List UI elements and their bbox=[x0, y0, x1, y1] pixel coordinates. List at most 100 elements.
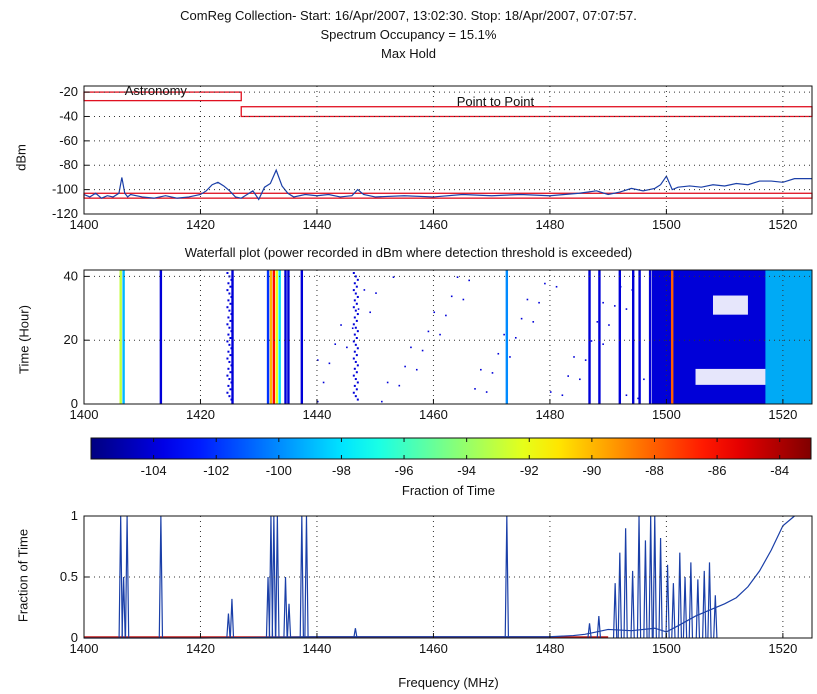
y-tick-label: 40 bbox=[64, 268, 78, 283]
waterfall-point bbox=[573, 356, 575, 358]
waterfall-point bbox=[456, 276, 459, 278]
y-tick-label: 1 bbox=[71, 508, 78, 523]
occupancy-spike bbox=[665, 564, 670, 639]
waterfall-point bbox=[228, 360, 231, 363]
occupancy-spike bbox=[286, 603, 292, 639]
y-tick-label: 20 bbox=[64, 332, 78, 347]
waterfall-point bbox=[356, 347, 359, 350]
waterfall-point bbox=[450, 295, 453, 298]
waterfall-point bbox=[355, 337, 358, 339]
colorbar-tick-label: -94 bbox=[457, 463, 476, 478]
waterfall-point bbox=[514, 337, 517, 339]
waterfall-point bbox=[555, 285, 558, 288]
waterfall-point bbox=[509, 356, 511, 358]
waterfall-point bbox=[590, 340, 593, 342]
waterfall-point bbox=[354, 309, 357, 312]
occupancy-spike bbox=[275, 515, 280, 639]
waterfall-point bbox=[352, 323, 355, 326]
waterfall-point bbox=[353, 316, 356, 319]
waterfall-point bbox=[226, 357, 229, 360]
waterfall-point bbox=[549, 391, 552, 393]
waterfall-point bbox=[353, 333, 356, 336]
waterfall-point bbox=[392, 276, 395, 278]
waterfall-point bbox=[421, 349, 424, 352]
y-tick-label: -20 bbox=[59, 84, 78, 99]
y-tick-label: 0.5 bbox=[60, 569, 78, 584]
occupancy-spike bbox=[504, 515, 510, 639]
y-tick-label: -80 bbox=[59, 157, 78, 172]
occupancy-spike bbox=[713, 595, 718, 639]
band-annotation: Astronomy bbox=[125, 83, 188, 98]
waterfall-point bbox=[427, 330, 430, 333]
waterfall-point bbox=[316, 359, 319, 361]
waterfall-gap bbox=[695, 368, 766, 385]
waterfall-point bbox=[351, 327, 354, 330]
waterfall-point bbox=[410, 346, 412, 349]
x-tick-label: 1400 bbox=[70, 641, 99, 656]
waterfall-point bbox=[227, 282, 230, 285]
waterfall-point bbox=[226, 374, 229, 377]
y-tick-label: -120 bbox=[52, 206, 78, 221]
occupancy-spike bbox=[702, 570, 707, 639]
occupancy-spike bbox=[226, 613, 231, 639]
waterfall-point bbox=[353, 350, 356, 353]
waterfall-point bbox=[386, 381, 389, 384]
occupancy-spike bbox=[677, 552, 682, 639]
waterfall-point bbox=[352, 272, 355, 274]
waterfall-point bbox=[354, 378, 357, 381]
waterfall-point bbox=[226, 391, 229, 394]
waterfall-point bbox=[354, 326, 357, 329]
waterfall-point bbox=[357, 308, 360, 310]
waterfall-point bbox=[398, 384, 401, 387]
x-tick-label: 1440 bbox=[302, 641, 331, 656]
occupancy-spike bbox=[596, 615, 602, 639]
waterfall-point bbox=[354, 343, 357, 346]
waterfall-point bbox=[356, 364, 359, 367]
x-tick-label: 1400 bbox=[70, 407, 99, 422]
waterfall-point bbox=[353, 384, 356, 387]
y-tick-label: -40 bbox=[59, 108, 78, 123]
x-tick-label: 1460 bbox=[419, 407, 448, 422]
colorbar-tick-label: -104 bbox=[141, 463, 167, 478]
waterfall-point bbox=[353, 299, 356, 302]
occupancy-spike bbox=[658, 537, 663, 639]
waterfall-point bbox=[226, 340, 229, 343]
x-tick-label: 1420 bbox=[186, 641, 215, 656]
waterfall-point bbox=[228, 309, 231, 312]
occupancy-spike bbox=[124, 515, 130, 639]
waterfall-point bbox=[602, 343, 604, 345]
waterfall-point bbox=[227, 299, 230, 302]
x-tick-label: 1460 bbox=[419, 217, 448, 232]
occupancy-spike bbox=[229, 598, 235, 639]
figure-title-line2: Spectrum Occupancy = 15.1% bbox=[320, 27, 497, 42]
x-tick-label: 1460 bbox=[419, 641, 448, 656]
max-hold-trace bbox=[83, 168, 812, 201]
waterfall-point bbox=[356, 398, 359, 401]
waterfall-point bbox=[229, 302, 232, 305]
waterfall-point bbox=[352, 306, 355, 309]
x-tick-label: 1420 bbox=[186, 407, 215, 422]
waterfall-point bbox=[415, 368, 418, 371]
waterfall-point bbox=[602, 301, 604, 304]
waterfall-point bbox=[520, 317, 523, 320]
waterfall-point bbox=[433, 311, 436, 314]
waterfall-point bbox=[567, 375, 569, 377]
waterfall-region-light bbox=[765, 270, 812, 404]
occupancy-spike bbox=[299, 515, 305, 639]
waterfall-point bbox=[227, 384, 230, 387]
waterfall-point bbox=[404, 365, 406, 368]
waterfall-point bbox=[468, 279, 470, 282]
waterfall-point bbox=[619, 285, 622, 288]
occupancy-spike bbox=[682, 576, 688, 639]
waterfall-point bbox=[355, 319, 358, 322]
waterfall-point bbox=[561, 394, 564, 397]
colorbar-tick-label: -102 bbox=[203, 463, 229, 478]
waterfall-point bbox=[579, 378, 581, 381]
waterfall-point bbox=[227, 316, 230, 319]
occupancy-spike bbox=[623, 528, 628, 639]
waterfall-point bbox=[526, 298, 529, 301]
waterfall-point bbox=[596, 321, 599, 323]
x-tick-label: 1440 bbox=[302, 217, 331, 232]
x-tick-label: 1520 bbox=[768, 407, 797, 422]
waterfall-point bbox=[228, 326, 231, 329]
